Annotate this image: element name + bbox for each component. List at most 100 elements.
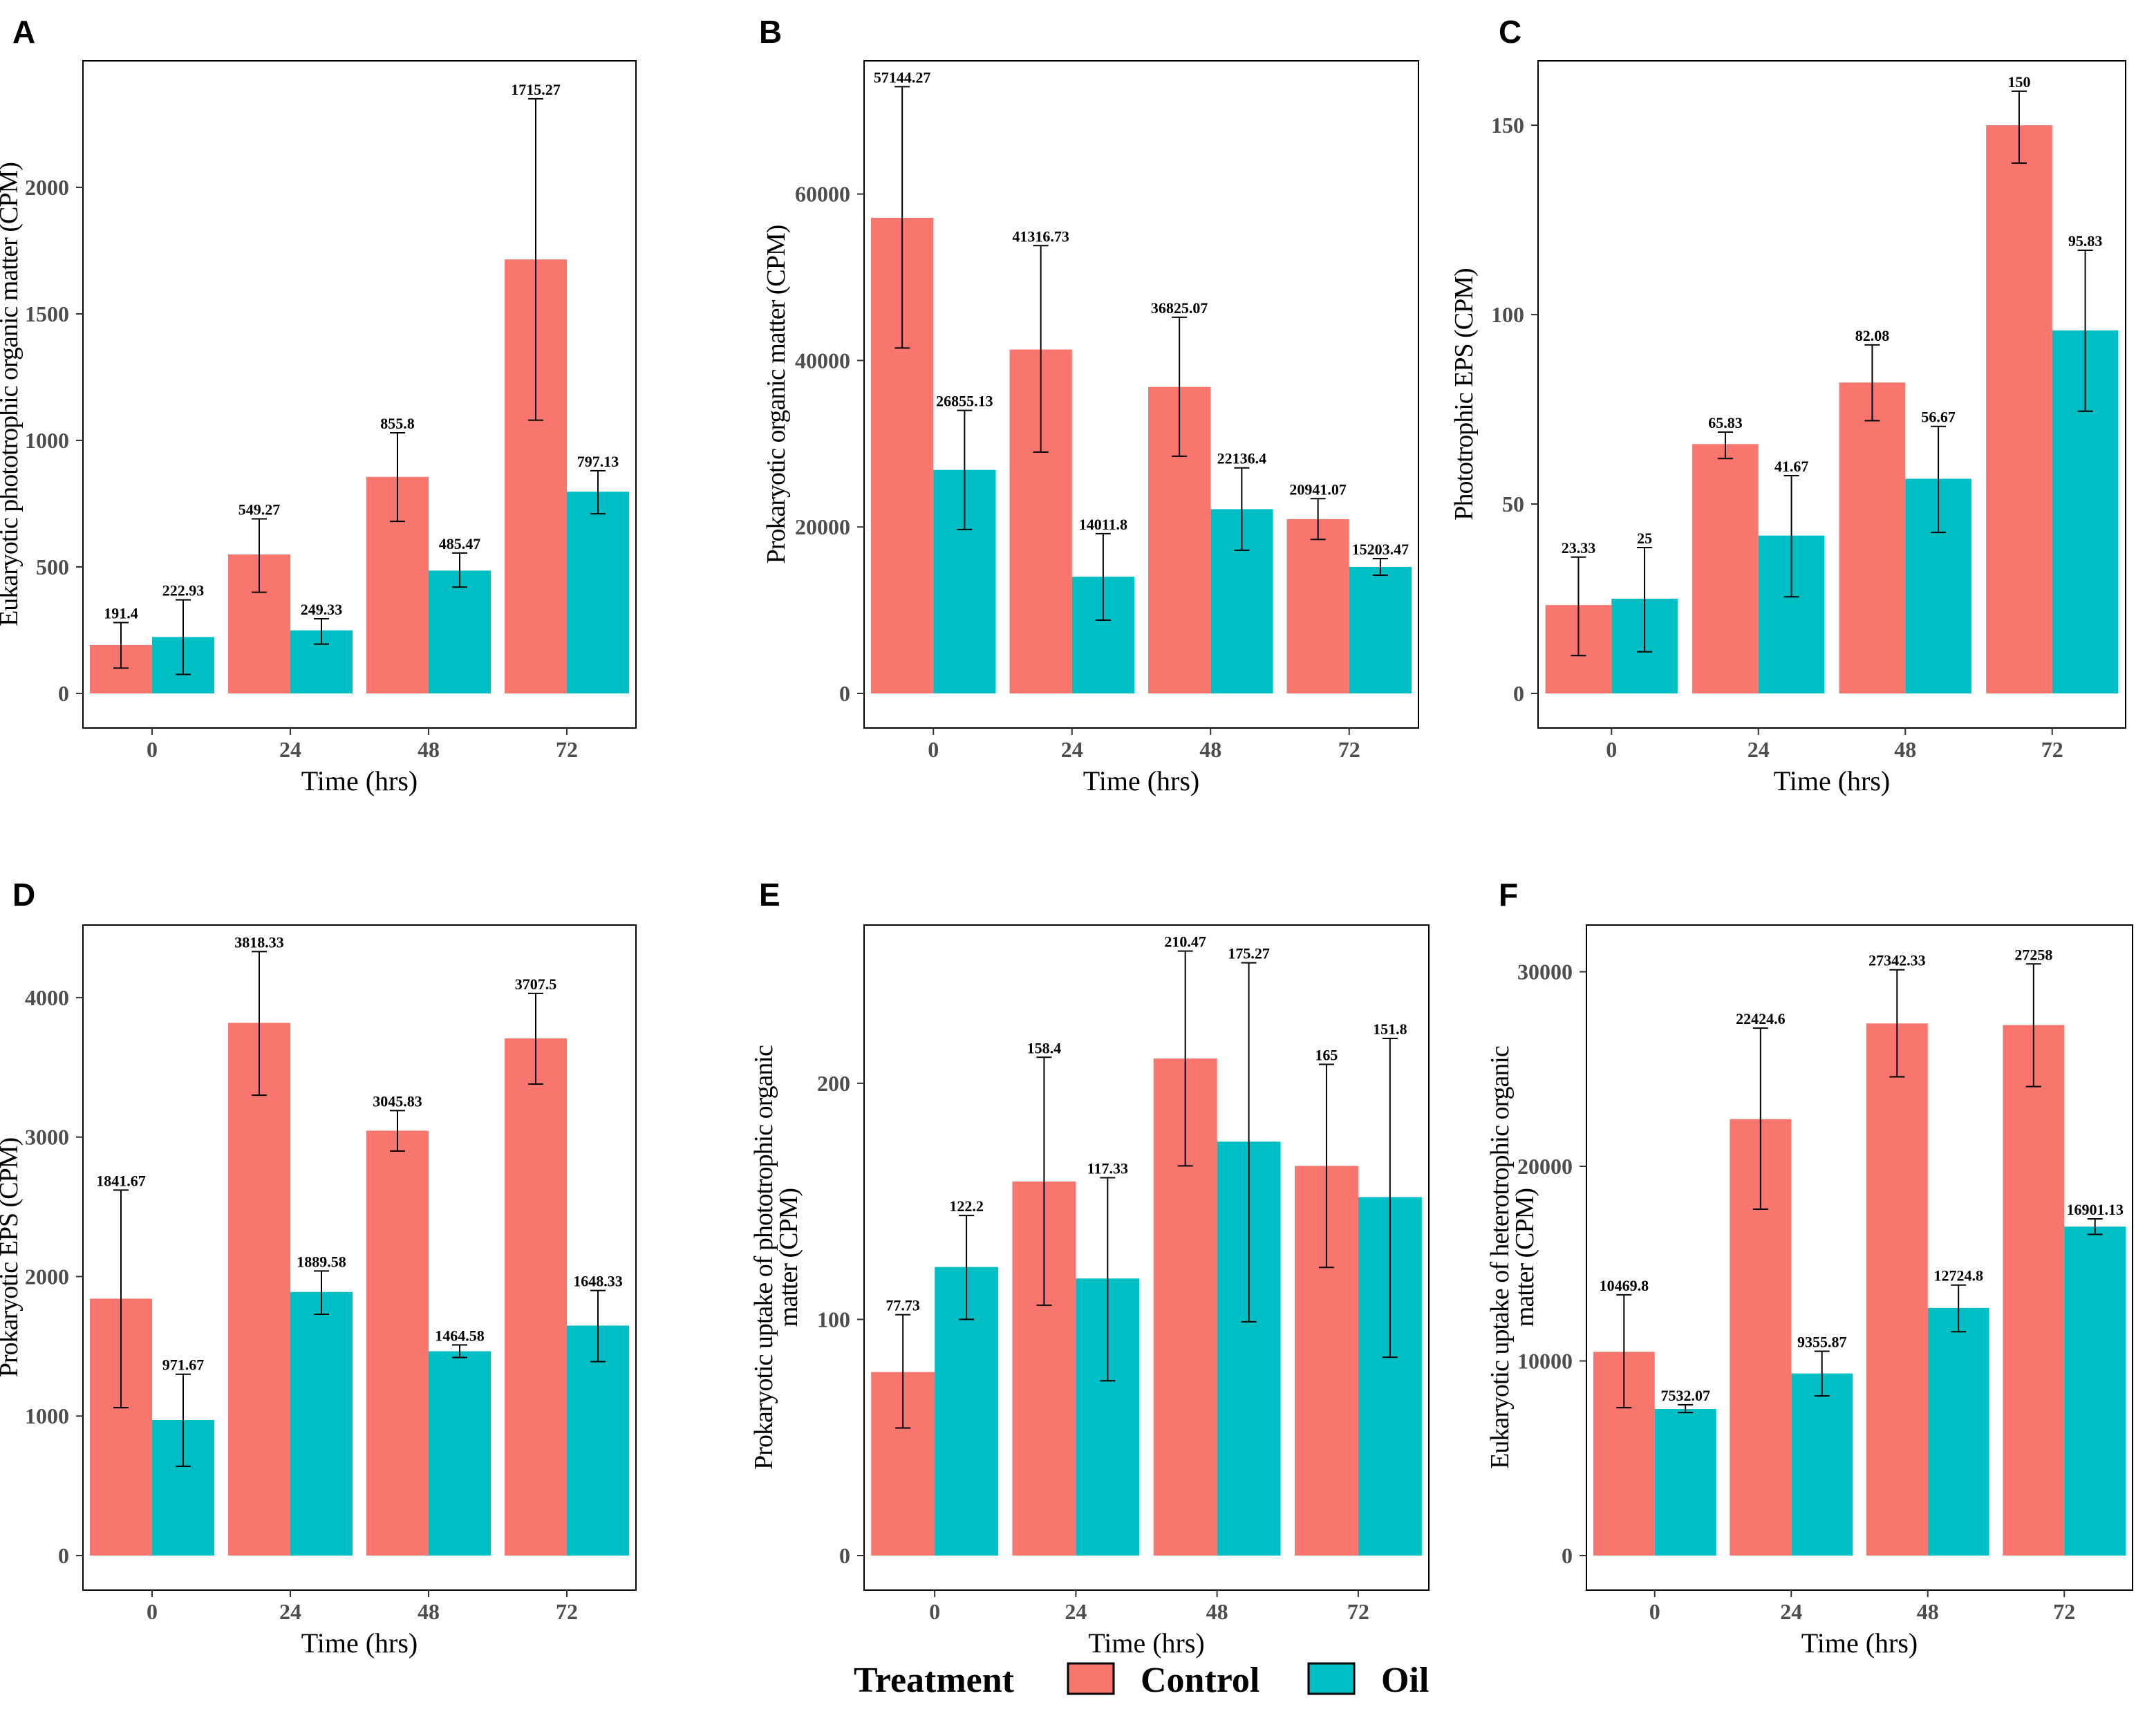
panel-e-ytick-label: 0 [839, 1543, 850, 1568]
panel-d-data-label: 3045.83 [373, 1092, 422, 1110]
panel-a-data-label: 191.4 [104, 605, 138, 622]
legend-swatch-control [1067, 1662, 1115, 1695]
panel-e-data-label: 117.33 [1087, 1159, 1128, 1177]
panel-e-data-label: 122.2 [949, 1197, 984, 1215]
panel-c-ytick-label: 0 [1513, 681, 1524, 706]
panel-d-data-label: 1648.33 [573, 1273, 623, 1290]
panel-e-letter: E [759, 877, 780, 913]
panel-d-ylabel: Prokaryotic EPS (CPM) [0, 1138, 24, 1377]
legend-label-control: Control [1141, 1661, 1259, 1700]
panel-e-ytick-label: 200 [817, 1071, 850, 1096]
panel-a-ytick-label: 2000 [25, 175, 69, 200]
panel-b-ytick-label: 40000 [795, 348, 850, 373]
panel-a-xtick-label: 0 [147, 737, 158, 762]
panel-e-ylabel-line2: matter (CPM) [774, 1188, 803, 1327]
panel-c-xtick-label: 72 [2041, 737, 2063, 762]
panel-a-data-label: 797.13 [577, 453, 619, 470]
panel-d-bar-control-24 [228, 1023, 290, 1556]
panel-e-data-label: 210.47 [1164, 933, 1206, 951]
panel-d-data-label: 1889.58 [297, 1253, 346, 1270]
panel-c-xtick-label: 24 [1748, 737, 1770, 762]
legend-title: Treatment [854, 1661, 1015, 1700]
panel-d-data-label: 1464.58 [435, 1327, 485, 1344]
panel-d-xtick-label: 0 [147, 1599, 158, 1624]
panel-d: D 0 1000 2000 3000 4000 1841.67 971.67 0 3818.33 1… [0, 877, 637, 1659]
panel-c-data-label: 41.67 [1774, 458, 1809, 475]
panel-f-ylabel-line1: Eukaryotic uptake of heterotrophic organ… [1486, 1046, 1515, 1469]
panel-e-data-label: 175.27 [1228, 945, 1270, 962]
panel-f-data-label: 9355.87 [1797, 1333, 1847, 1350]
panel-d-bar-oil-72 [567, 1325, 629, 1556]
panel-f-xlabel: Time (hrs) [1801, 1627, 1918, 1659]
panel-b-ytick-label: 0 [839, 681, 850, 706]
panel-f-bar-control-48 [1866, 1023, 1928, 1556]
panel-f-ytick-label: 0 [1562, 1543, 1573, 1568]
panel-a-data-label: 485.47 [439, 535, 481, 552]
panel-c: C 0 50 100 150 23.33 25 0 65.83 41.67 24 82.08 56.67… [1450, 14, 2126, 796]
panel-d-ytick-label: 3000 [25, 1125, 69, 1150]
panel-c-ytick-label: 150 [1491, 113, 1524, 138]
panel-a-data-label: 222.93 [162, 582, 205, 599]
panel-a-xtick-label: 72 [556, 737, 578, 762]
panel-e-data-label: 165 [1315, 1047, 1338, 1064]
panel-c-data-label: 95.83 [2068, 232, 2103, 250]
panel-f-bar-oil-72 [2064, 1226, 2126, 1556]
panel-d-xtick-label: 24 [279, 1599, 301, 1624]
panel-b-frame [863, 60, 1419, 729]
panel-d-ytick-label: 0 [58, 1543, 69, 1568]
panel-d-xtick-label: 72 [556, 1599, 578, 1624]
panel-b-bar-control-72 [1286, 519, 1349, 693]
panel-d-frame [82, 924, 637, 1591]
panel-a: A 0 500 1000 1500 2000 191.4 222.93 0 549.27 249.3… [0, 14, 637, 796]
panel-f-letter: F [1499, 877, 1518, 913]
panel-f-ytick-label: 30000 [1517, 960, 1573, 984]
panel-d-bar-oil-24 [290, 1291, 353, 1556]
panel-c-ytick-label: 50 [1502, 492, 1524, 516]
panel-f-xtick-label: 72 [2053, 1599, 2075, 1624]
panel-e-data-label: 158.4 [1027, 1039, 1062, 1056]
panel-e-data-label: 151.8 [1373, 1020, 1407, 1038]
panel-d-xlabel: Time (hrs) [301, 1627, 418, 1659]
panel-c-letter: C [1499, 14, 1521, 50]
panel-b-letter: B [759, 14, 782, 50]
panel-c-xtick-label: 0 [1606, 737, 1617, 762]
panel-f-ytick-label: 10000 [1517, 1349, 1573, 1374]
panel-b-data-label: 41316.73 [1012, 227, 1069, 245]
panel-d-data-label: 3707.5 [515, 976, 557, 993]
panel-a-data-label: 855.8 [380, 415, 415, 432]
panel-f-data-label: 16901.13 [2066, 1201, 2124, 1218]
panel-a-letter: A [12, 14, 35, 50]
panel-d-ytick-label: 1000 [25, 1403, 69, 1428]
panel-a-bar-oil-72 [567, 492, 629, 693]
panel-b-xtick-label: 24 [1061, 737, 1083, 762]
panel-b-data-label: 15203.47 [1352, 541, 1409, 558]
panel-a-ytick-label: 0 [58, 681, 69, 706]
panel-f: F 0 10000 20000 30000 10469.8 7532.07 0 22424.6 9… [1486, 877, 2133, 1659]
panel-b-data-label: 36825.07 [1151, 299, 1208, 317]
panel-b-data-label: 57144.27 [874, 68, 931, 86]
panel-c-frame [1537, 60, 2126, 729]
panel-f-data-label: 27342.33 [1868, 952, 1926, 969]
panel-c-data-label: 82.08 [1855, 327, 1890, 344]
panel-b-xtick-label: 0 [928, 737, 939, 762]
panel-b-data-label: 22136.4 [1217, 450, 1267, 467]
legend: Treatment Control Oil [854, 1661, 1429, 1700]
panel-e-xtick-label: 48 [1206, 1599, 1228, 1624]
panel-e-ytick-label: 100 [817, 1307, 850, 1332]
panel-c-data-label: 65.83 [1708, 414, 1743, 431]
panel-a-bar-oil-48 [429, 570, 491, 693]
panel-b-xtick-label: 72 [1338, 737, 1360, 762]
panel-b-ytick-label: 20000 [795, 514, 850, 539]
panel-b-data-label: 26855.13 [936, 393, 993, 410]
panel-a-xlabel: Time (hrs) [301, 765, 418, 796]
panel-f-bar-control-72 [2003, 1025, 2065, 1556]
panel-d-data-label: 971.67 [162, 1356, 205, 1374]
panel-f-frame [1586, 924, 2133, 1591]
panel-f-xtick-label: 0 [1649, 1599, 1660, 1624]
panel-a-ytick-label: 1500 [25, 301, 69, 326]
panel-c-data-label: 23.33 [1562, 539, 1596, 557]
panel-b: B 0 20000 40000 60000 57144.27 26855.13 0 41316.… [759, 14, 1419, 796]
panel-a-ylabel: Eukaryotic phototrophic organic matter (… [0, 162, 24, 626]
panel-c-data-label: 25 [1637, 530, 1652, 547]
legend-label-oil: Oil [1381, 1661, 1429, 1700]
